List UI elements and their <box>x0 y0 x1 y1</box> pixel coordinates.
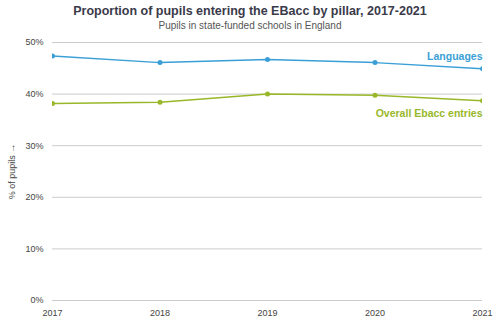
svg-text:10%: 10% <box>25 244 43 254</box>
html-text:Proportion of pupils entering: Proportion of pupils entering the EBacc … <box>73 4 427 18</box>
svg-text:2018: 2018 <box>150 308 170 318</box>
svg-text:2020: 2020 <box>365 308 385 318</box>
svg-text:% of pupils →: % of pupils → <box>7 144 17 200</box>
svg-text:Overall Ebacc entries: Overall Ebacc entries <box>376 107 483 119</box>
svg-text:0%: 0% <box>30 295 43 305</box>
svg-text:2019: 2019 <box>257 308 277 318</box>
svg-text:50%: 50% <box>25 37 43 47</box>
svg-text:Languages: Languages <box>427 50 483 62</box>
svg-text:40%: 40% <box>25 89 43 99</box>
svg-text:2017: 2017 <box>42 308 62 318</box>
svg-text:2021: 2021 <box>472 308 492 318</box>
svg-text:20%: 20% <box>25 192 43 202</box>
svg-text:30%: 30% <box>25 141 43 151</box>
html-text:Pupils in state-funded schools: Pupils in state-funded schools in Englan… <box>158 20 342 31</box>
